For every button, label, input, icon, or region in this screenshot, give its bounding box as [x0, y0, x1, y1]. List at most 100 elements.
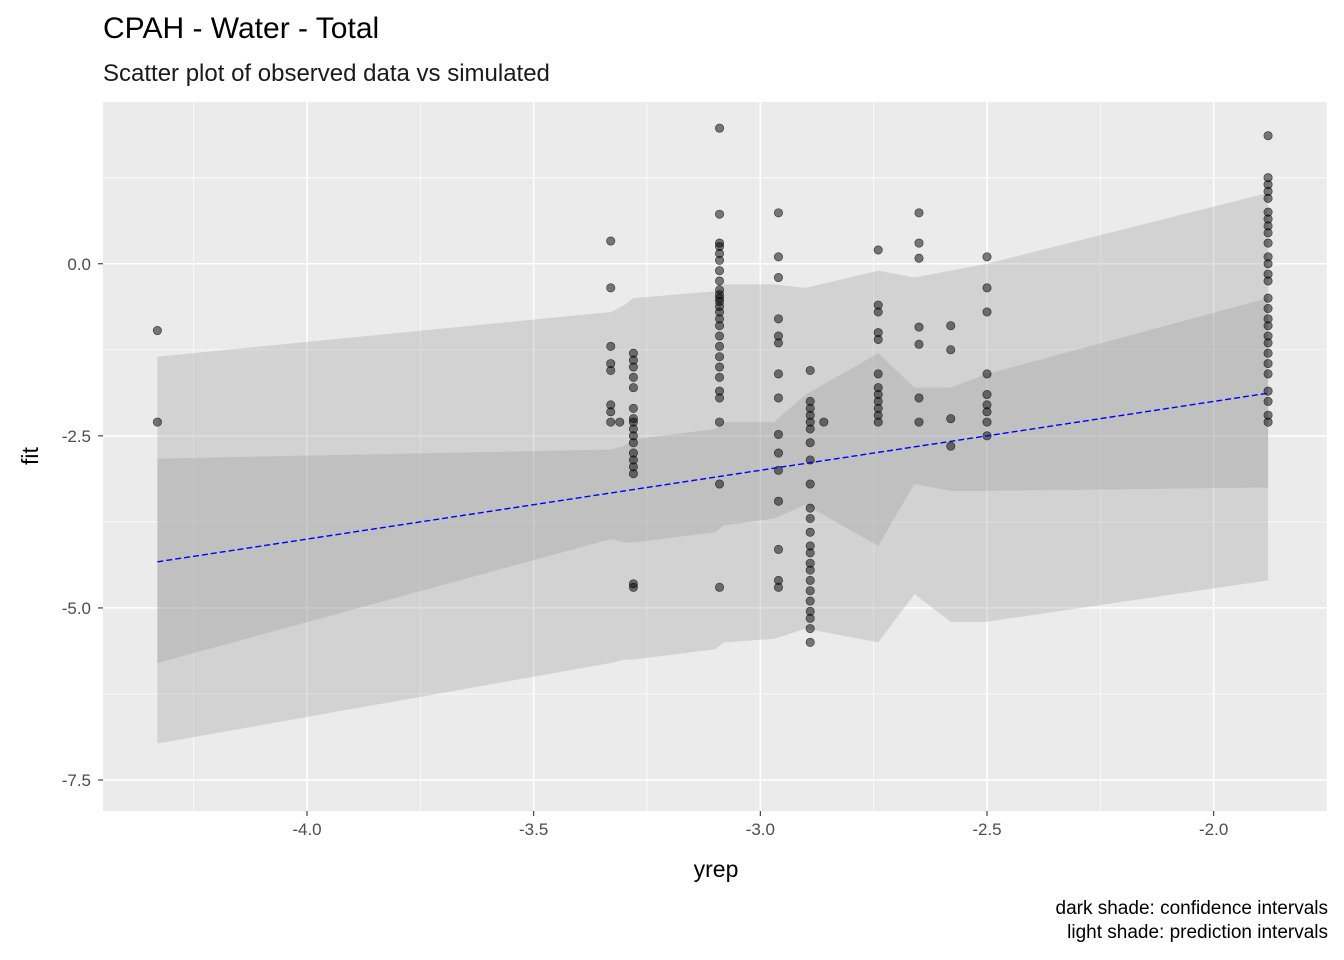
data-point — [873, 369, 883, 379]
data-point — [628, 372, 638, 382]
data-point — [805, 365, 815, 375]
data-point — [606, 236, 616, 246]
data-point — [1263, 259, 1273, 269]
fit-line-group — [157, 392, 1269, 563]
data-point — [628, 438, 638, 448]
data-point — [715, 255, 725, 265]
data-point — [805, 575, 815, 585]
x-tick-label: -3.5 — [519, 820, 548, 839]
data-points — [152, 123, 1273, 647]
data-point — [715, 393, 725, 403]
data-point — [1263, 348, 1273, 358]
data-point — [773, 273, 783, 283]
fit-line — [157, 392, 1269, 563]
data-point — [773, 369, 783, 379]
data-point — [1263, 369, 1273, 379]
data-point — [606, 341, 616, 351]
data-point — [873, 417, 883, 427]
data-point — [1263, 293, 1273, 303]
x-tick-label: -2.5 — [972, 820, 1001, 839]
chart-title: CPAH - Water - Total — [103, 12, 380, 45]
data-point — [715, 276, 725, 286]
data-point — [715, 321, 725, 331]
data-point — [982, 390, 992, 400]
data-point — [914, 339, 924, 349]
data-point — [1263, 321, 1273, 331]
data-point — [805, 513, 815, 523]
data-point — [805, 565, 815, 575]
data-point — [914, 417, 924, 427]
data-point — [1263, 417, 1273, 427]
data-point — [946, 441, 956, 451]
data-point — [805, 613, 815, 623]
data-point — [1263, 338, 1273, 348]
data-point — [715, 266, 725, 276]
data-point — [873, 334, 883, 344]
data-point — [873, 307, 883, 317]
data-point — [1263, 276, 1273, 286]
caption-line-prediction: light shade: prediction intervals — [1067, 922, 1328, 943]
axes: -4.0 -3.5 -3.0 -2.5 -2.0 0.0 -2.5 -5.0 -7.5 — [62, 255, 1229, 839]
x-tick-label: -4.0 — [292, 820, 321, 839]
data-point — [715, 479, 725, 489]
data-point — [1263, 359, 1273, 369]
data-point — [982, 369, 992, 379]
data-point — [914, 322, 924, 332]
data-point — [152, 417, 162, 427]
data-point — [1263, 304, 1273, 314]
data-point — [1263, 396, 1273, 406]
data-point — [773, 448, 783, 458]
data-point — [773, 252, 783, 262]
data-point — [946, 345, 956, 355]
data-point — [715, 209, 725, 219]
chart-subtitle: Scatter plot of observed data vs simulat… — [103, 60, 550, 87]
data-point — [773, 393, 783, 403]
data-point — [805, 424, 815, 434]
y-tick-label: 0.0 — [67, 255, 91, 274]
data-point — [152, 326, 162, 336]
data-point — [873, 245, 883, 255]
y-tick-label: -2.5 — [62, 427, 91, 446]
data-point — [715, 372, 725, 382]
data-point — [982, 417, 992, 427]
caption-line-confidence: dark shade: confidence intervals — [1055, 898, 1329, 919]
data-point — [628, 362, 638, 372]
data-point — [715, 582, 725, 592]
data-point — [914, 253, 924, 263]
data-point — [1263, 131, 1273, 141]
data-point — [773, 208, 783, 218]
data-point — [982, 307, 992, 317]
data-point — [982, 283, 992, 293]
data-point — [805, 438, 815, 448]
plot-panel — [103, 102, 1328, 811]
data-point — [606, 283, 616, 293]
x-tick-label: -2.0 — [1199, 820, 1228, 839]
y-tick-label: -5.0 — [62, 599, 91, 618]
data-point — [715, 123, 725, 133]
data-point — [914, 208, 924, 218]
data-point — [628, 383, 638, 393]
data-point — [805, 624, 815, 634]
data-point — [606, 407, 616, 417]
data-point — [715, 417, 725, 427]
data-point — [914, 238, 924, 248]
data-point — [773, 338, 783, 348]
confidence-interval-band — [157, 298, 1269, 664]
data-point — [615, 417, 625, 427]
data-point — [805, 479, 815, 489]
data-point — [715, 352, 725, 362]
data-point — [606, 417, 616, 427]
data-point — [715, 362, 725, 372]
data-point — [773, 314, 783, 324]
data-point — [805, 596, 815, 606]
prediction-interval-band — [157, 192, 1269, 744]
data-point — [606, 365, 616, 375]
data-point — [773, 582, 783, 592]
data-point — [805, 586, 815, 596]
data-point — [805, 637, 815, 647]
data-point — [805, 503, 815, 513]
data-point — [715, 341, 725, 351]
data-point — [805, 548, 815, 558]
data-point — [946, 414, 956, 424]
chart-caption: dark shade: confidence intervals light s… — [1056, 897, 1329, 945]
